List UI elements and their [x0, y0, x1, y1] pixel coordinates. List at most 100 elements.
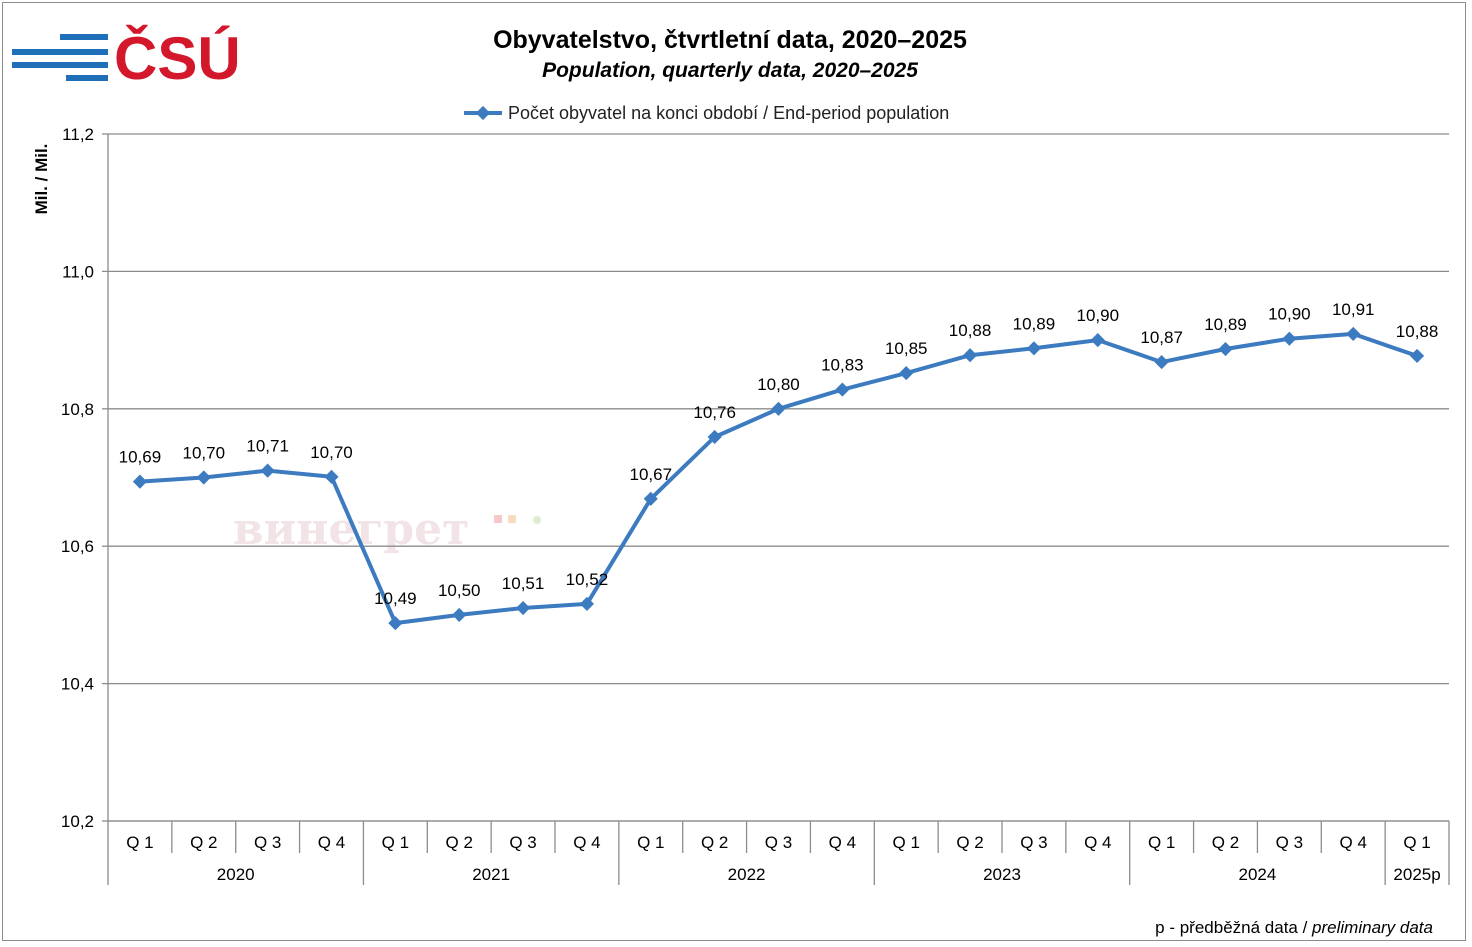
x-tick-label: Q 1 [382, 833, 409, 852]
data-point [1154, 355, 1169, 370]
gridlines [107, 133, 1449, 822]
x-tick-label: Q 1 [126, 833, 153, 852]
data-label: 10,83 [821, 356, 864, 375]
data-point [388, 616, 403, 631]
data-label: 10,88 [949, 321, 992, 340]
y-axis-label: Mil. / Mil. [32, 144, 51, 215]
x-group-label: 2025p [1393, 865, 1440, 884]
logo-stripe [12, 62, 108, 68]
x-tick-label: Q 1 [1403, 833, 1430, 852]
logo-stripe [66, 75, 108, 81]
data-label: 10,52 [566, 570, 609, 589]
x-group-label: 2021 [472, 865, 510, 884]
data-point [899, 366, 914, 381]
data-point [452, 607, 467, 622]
data-point [835, 382, 850, 397]
watermark-text: винегрет [233, 504, 469, 555]
x-group-label: 2024 [1239, 865, 1277, 884]
x-tick-label: Q 3 [1020, 833, 1047, 852]
data-label: 10,89 [1013, 314, 1056, 333]
x-tick-label: Q 2 [1212, 833, 1239, 852]
data-point [1090, 333, 1105, 348]
y-tick-label: 10,4 [61, 675, 94, 694]
x-tick-label: Q 3 [254, 833, 281, 852]
watermark: винегрет [233, 504, 541, 555]
y-tick-label: 10,6 [61, 537, 94, 556]
data-label: 10,88 [1396, 322, 1439, 341]
watermark-dot [494, 515, 502, 523]
data-point [196, 470, 211, 485]
watermark-dot [508, 515, 516, 523]
csu-logo: ČSÚ [12, 25, 241, 92]
data-label: 10,71 [246, 437, 289, 456]
x-tick-label: Q 4 [1084, 833, 1111, 852]
y-tick-label: 11,0 [62, 262, 94, 281]
data-label: 10,67 [630, 465, 673, 484]
plot-area: 10,69 10,70 10,71 10,70 10,49 10,50 10,51 10,52… [119, 300, 1439, 631]
data-point [1346, 326, 1361, 341]
data-label: 10,89 [1204, 315, 1247, 334]
data-point [579, 596, 594, 611]
data-label: 10,87 [1140, 328, 1183, 347]
x-tick-label: Q 4 [829, 833, 856, 852]
x-tick-label: Q 2 [956, 833, 983, 852]
data-label: 10,69 [119, 448, 162, 467]
data-label: 10,51 [502, 574, 545, 593]
x-tick-label: Q 1 [637, 833, 664, 852]
data-label: 10,49 [374, 589, 417, 608]
x-tick-label: Q 3 [1276, 833, 1303, 852]
data-point [771, 401, 786, 416]
x-tick-label: Q 2 [701, 833, 728, 852]
x-tick-label: Q 3 [765, 833, 792, 852]
data-point [324, 469, 339, 484]
data-label: 10,50 [438, 581, 481, 600]
data-point [1218, 341, 1233, 357]
logo-stripe [60, 34, 108, 40]
chart-title: Obyvatelstvo, čtvrtletní data, 2020–2025 [493, 26, 967, 54]
data-point [516, 600, 531, 616]
data-point [1410, 348, 1425, 363]
watermark-dot [533, 516, 541, 524]
data-label: 10,80 [757, 375, 800, 394]
data-point [132, 474, 147, 489]
x-tick-label: Q 4 [573, 833, 600, 852]
legend-marker [475, 105, 491, 121]
data-label: 10,70 [183, 444, 226, 463]
x-group-label: 2020 [217, 865, 255, 884]
data-point [1026, 341, 1041, 356]
data-label: 10,85 [885, 339, 928, 358]
x-tick-label: Q 2 [446, 833, 473, 852]
logo-text: ČSÚ [114, 25, 241, 92]
data-point [260, 463, 275, 478]
y-tick-label: 11,2 [62, 125, 94, 144]
x-tick-label: Q 2 [190, 833, 217, 852]
chart-subtitle: Population, quarterly data, 2020–2025 [542, 59, 918, 82]
x-tick-label: Q 1 [1148, 833, 1175, 852]
data-point [643, 491, 658, 506]
x-tick-label: Q 4 [1340, 833, 1367, 852]
y-tick-label: 10,8 [61, 400, 94, 419]
data-point [1282, 331, 1297, 346]
x-tick-label: Q 1 [893, 833, 920, 852]
y-axis-ticks: 10,2 10,4 10,6 10,8 11,0 11,2 [61, 125, 108, 831]
x-tick-label: Q 3 [509, 833, 536, 852]
footnote: p - předběžná data / preliminary data [1155, 918, 1433, 937]
footnote-italic: preliminary data [1311, 918, 1433, 937]
x-group-label: 2022 [728, 865, 766, 884]
data-label: 10,90 [1268, 305, 1311, 324]
data-label: 10,76 [693, 403, 736, 422]
logo-stripe [12, 49, 108, 55]
y-tick-label: 10,2 [61, 812, 94, 831]
legend-label: Počet obyvatel na konci období / End-per… [508, 103, 949, 123]
x-group-label: 2023 [983, 865, 1021, 884]
x-tick-label: Q 4 [318, 833, 345, 852]
data-label: 10,70 [310, 443, 353, 462]
data-label: 10,91 [1332, 300, 1375, 319]
footnote-normal: p - předběžná data / [1155, 918, 1312, 937]
legend: Počet obyvatel na konci období / End-per… [464, 103, 949, 123]
data-point [707, 429, 722, 445]
data-point [963, 348, 978, 363]
data-label: 10,90 [1077, 306, 1120, 325]
x-axis: Q 1 Q 2 Q 3 Q 4 Q 1 Q 2 Q 3 Q 4 Q 1 Q 2 Q 3 Q 4 Q 1 Q… [107, 820, 1450, 885]
